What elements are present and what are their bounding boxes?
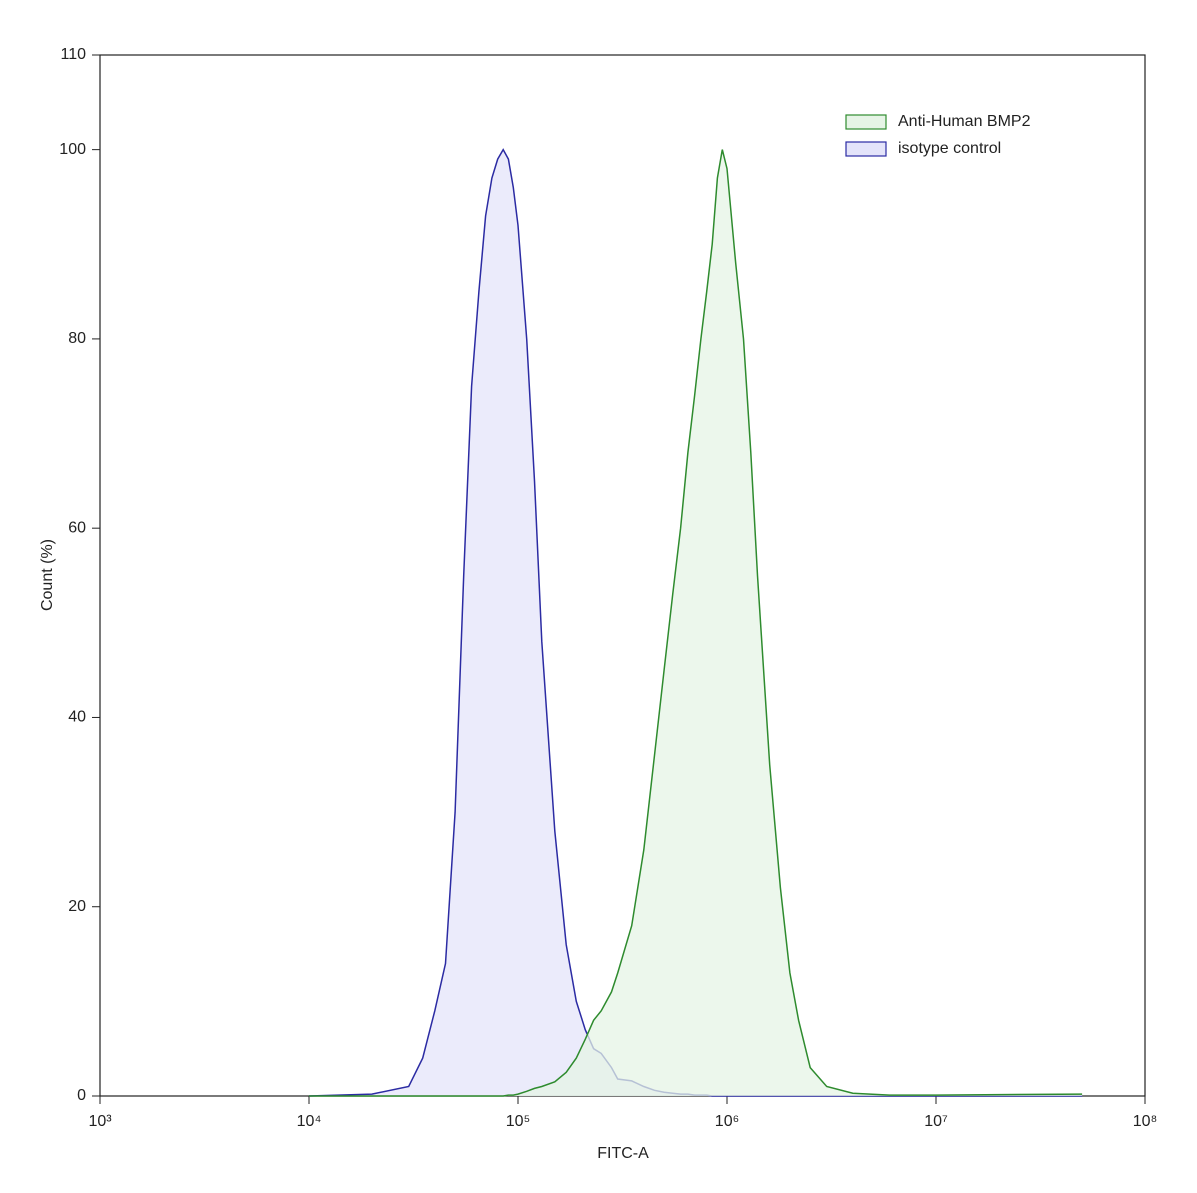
y-tick-label: 20 xyxy=(68,898,86,915)
legend-swatch xyxy=(845,114,887,130)
y-axis-label: Count (%) xyxy=(39,539,56,611)
series-area xyxy=(309,149,1083,1097)
y-tick-label: 80 xyxy=(68,330,86,347)
x-axis-label: FITC-A xyxy=(597,1145,649,1162)
legend-label: Anti-Human BMP2 xyxy=(898,113,1031,130)
series-line xyxy=(309,149,1083,1097)
y-tick-label: 0 xyxy=(77,1087,86,1104)
y-tick-label: 100 xyxy=(59,141,86,158)
x-tick-label: 10⁸ xyxy=(1133,1113,1158,1130)
x-tick-label: 10⁷ xyxy=(924,1113,948,1130)
y-tick-label: 110 xyxy=(60,46,86,63)
x-tick-label: 10⁵ xyxy=(506,1113,530,1130)
x-tick-label: 10³ xyxy=(88,1113,112,1130)
legend-swatch xyxy=(845,141,887,157)
y-tick-label: 40 xyxy=(68,709,86,726)
plot-frame xyxy=(99,54,1146,1097)
x-tick-label: 10⁶ xyxy=(715,1113,739,1130)
series-area xyxy=(309,149,1083,1097)
legend-label: isotype control xyxy=(898,140,1001,157)
y-tick-label: 60 xyxy=(68,519,86,536)
x-tick-label: 10⁴ xyxy=(297,1113,322,1130)
